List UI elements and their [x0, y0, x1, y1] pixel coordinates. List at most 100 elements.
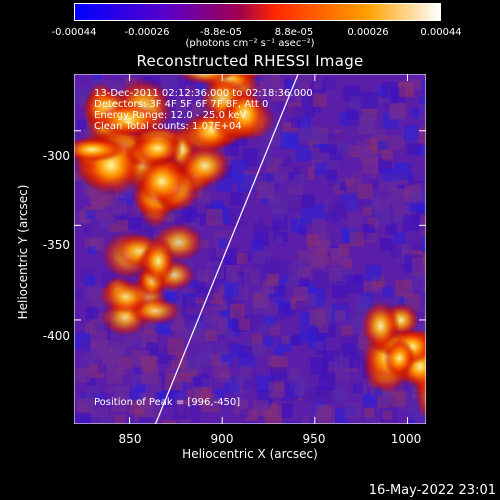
heatmap-cell	[192, 386, 208, 402]
heatmap-cell	[274, 284, 286, 297]
heatmap-cell	[317, 239, 331, 253]
heatmap-cell	[298, 128, 313, 143]
heatmap-cell	[382, 286, 393, 298]
colorbar-tick-label: 8.8e-05	[274, 27, 314, 38]
heatmap-cell	[182, 373, 192, 383]
heatmap-cell	[179, 419, 190, 424]
heatmap-cell	[77, 398, 94, 415]
heatmap-cell	[423, 291, 426, 309]
heatmap-cell	[385, 223, 397, 235]
heatmap-cell	[272, 207, 286, 221]
heatmap-cell	[85, 322, 96, 334]
heatmap-cell	[283, 155, 293, 165]
heatmap-cell	[289, 152, 299, 162]
heatmap-cell	[315, 387, 333, 405]
heatmap-cell	[74, 289, 84, 299]
heatmap-plot	[74, 74, 426, 424]
heatmap-cell	[243, 268, 260, 286]
heatmap-cell	[335, 394, 345, 403]
annotation-time-range: 13-Dec-2011 02:12:36.000 to 02:18:36.000	[94, 88, 313, 99]
heatmap-cell	[266, 273, 280, 287]
heatmap-cell	[233, 391, 242, 401]
annotation-peak-position: Position of Peak = [996,-450]	[94, 397, 241, 408]
heatmap-cell	[206, 330, 218, 342]
heatmap-cell	[313, 80, 322, 89]
heatmap-cell	[188, 80, 198, 90]
heatmap-cell	[373, 387, 383, 397]
chart-title: Reconstructed RHESSI Image	[136, 52, 364, 70]
heatmap-cell	[133, 364, 144, 375]
bright-region-blob	[361, 300, 400, 352]
heatmap-cell	[279, 131, 297, 149]
x-tick-label: 1000	[390, 432, 422, 446]
heatmap-cell	[258, 216, 274, 231]
heatmap-cell	[414, 302, 425, 313]
heatmap-cell	[138, 417, 154, 424]
heatmap-cell	[309, 417, 318, 424]
heatmap-cell	[362, 205, 372, 216]
x-tick-label: 850	[118, 432, 142, 446]
heatmap-cell	[365, 264, 382, 281]
colorbar-tick-label: -0.00026	[124, 27, 170, 38]
heatmap-cell	[263, 336, 274, 347]
heatmap-cell	[79, 340, 92, 353]
heatmap-cell	[291, 260, 307, 275]
heatmap-cell	[252, 400, 269, 417]
heatmap-cell	[97, 363, 107, 373]
heatmap-cell	[421, 278, 426, 292]
heatmap-cell	[328, 175, 339, 186]
heatmap-cell	[313, 272, 330, 289]
heatmap-cell	[378, 392, 393, 406]
heatmap-cell	[285, 274, 297, 286]
heatmap-cell	[234, 398, 246, 410]
heatmap-cell	[256, 323, 268, 335]
y-tick-label: -300	[42, 149, 70, 163]
heatmap-cell	[201, 378, 212, 389]
x-tick-label: 900	[210, 432, 234, 446]
heatmap-cell	[238, 318, 251, 331]
heatmap-cell	[331, 248, 349, 266]
heatmap-cell	[363, 281, 373, 292]
heatmap-cell	[391, 392, 406, 407]
heatmap-cell	[115, 385, 130, 400]
heatmap-cell	[415, 412, 426, 424]
heatmap-cell	[235, 374, 245, 384]
colorbar	[74, 3, 441, 21]
heatmap-cell	[257, 149, 274, 166]
heatmap-cell	[278, 273, 289, 284]
heatmap-cell	[420, 214, 426, 228]
heatmap-cell	[242, 148, 261, 167]
heatmap-cell	[309, 252, 326, 269]
heatmap-cell	[270, 367, 288, 385]
heatmap-cell	[215, 247, 227, 258]
heatmap-cell	[356, 113, 375, 132]
heatmap-cell	[193, 422, 206, 424]
colorbar-tick-label: 0.00044	[420, 27, 462, 38]
heatmap-cell	[382, 410, 393, 420]
heatmap-cell	[85, 210, 95, 220]
heatmap-cell	[334, 184, 344, 195]
heatmap-cell	[333, 204, 348, 219]
y-tick-label: -350	[42, 238, 70, 252]
heatmap-cell	[273, 166, 288, 181]
footer-timestamp: 16-May-2022 23:01	[368, 483, 496, 498]
heatmap-cell	[161, 74, 178, 91]
heatmap-cell	[294, 385, 305, 396]
heatmap-cell	[74, 412, 91, 424]
heatmap-cell	[403, 175, 415, 187]
heatmap-cell	[75, 367, 91, 383]
heatmap-cell	[128, 217, 142, 230]
heatmap-cell	[346, 178, 361, 193]
heatmap-cell	[352, 383, 364, 394]
heatmap-cell	[420, 234, 426, 252]
heatmap-cell	[297, 250, 310, 263]
heatmap-cell	[413, 109, 423, 119]
annotation-counts: Clean Total counts: 1.07E+04	[94, 121, 242, 132]
heatmap-cell	[288, 195, 305, 212]
heatmap-cell	[188, 356, 200, 368]
bright-region-blob	[178, 144, 232, 188]
heatmap-cell	[268, 381, 285, 398]
heatmap-cell	[291, 118, 301, 128]
heatmap-cell	[190, 321, 206, 338]
heatmap-cell	[115, 219, 128, 232]
